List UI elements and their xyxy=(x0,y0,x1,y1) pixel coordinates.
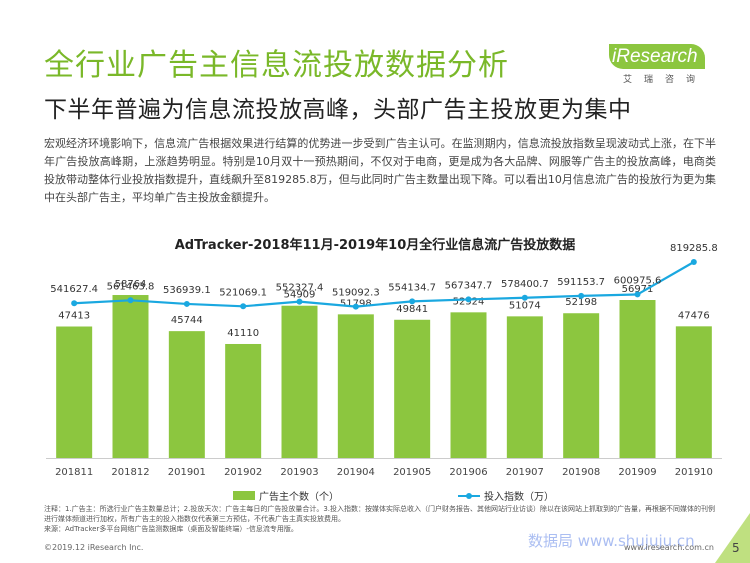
logo-text: iResearch xyxy=(612,46,698,67)
x-tick-201908: 201908 xyxy=(562,467,600,478)
line-label-201901: 536939.1 xyxy=(163,285,211,296)
bar-201909 xyxy=(619,300,656,458)
bar-201812 xyxy=(112,295,149,458)
bar-label-201903: 54909 xyxy=(284,290,316,301)
line-label-201904: 519092.3 xyxy=(332,288,380,299)
footer-copyright: ©2019.12 iResearch Inc. xyxy=(44,543,144,552)
bar-label-201910: 47476 xyxy=(678,310,710,321)
line-point-201903 xyxy=(296,298,303,305)
bar-201902 xyxy=(225,343,262,458)
line-label-201902: 521069.1 xyxy=(219,287,267,298)
chart-title: AdTracker-2018年11月-2019年10月全行业信息流广告投放数据 xyxy=(174,238,576,253)
legend-line-label: 投入指数（万） xyxy=(484,490,554,503)
watermark: 数据局 www.shujuju.cn xyxy=(528,532,695,550)
bar-201811 xyxy=(56,326,93,458)
line-point-201910 xyxy=(690,258,697,265)
bar-label-201907: 51074 xyxy=(509,300,541,311)
bar-201906 xyxy=(450,312,487,458)
line-label-201908: 591153.7 xyxy=(557,277,605,288)
bar-label-201901: 45744 xyxy=(171,315,203,326)
iresearch-logo: iResearch 艾瑞咨询 xyxy=(609,44,717,89)
x-tick-201811: 201811 xyxy=(55,467,93,478)
legend-line-marker xyxy=(466,493,472,499)
corner-decoration xyxy=(715,513,750,563)
page-title: 全行业广告主信息流投放数据分析 xyxy=(44,48,509,83)
line-label-201905: 554134.7 xyxy=(388,282,436,293)
line-point-201901 xyxy=(183,300,190,307)
x-tick-201909: 201909 xyxy=(618,467,656,478)
x-tick-201906: 201906 xyxy=(449,467,487,478)
bar-201904 xyxy=(337,314,374,458)
x-tick-201910: 201910 xyxy=(675,467,713,478)
line-point-201904 xyxy=(352,303,359,310)
line-point-201905 xyxy=(409,298,416,305)
bar-201901 xyxy=(168,331,205,458)
legend-bar-swatch xyxy=(233,491,255,500)
line-point-201811 xyxy=(71,300,78,307)
body-paragraph: 宏观经济环境影响下，信息流广告根据效果进行结算的优势进一步受到广告主认可。在监测… xyxy=(44,137,716,204)
index-line xyxy=(74,261,695,308)
bar-201903 xyxy=(281,305,318,458)
bar-201910 xyxy=(675,326,712,458)
page-subtitle: 下半年普遍为信息流投放高峰，头部广告主投放更为集中 xyxy=(44,97,632,123)
x-tick-201905: 201905 xyxy=(393,467,431,478)
bar-201907 xyxy=(506,316,543,458)
x-tick-201904: 201904 xyxy=(337,467,375,478)
line-label-201812: 561463.8 xyxy=(107,281,155,292)
x-tick-201902: 201902 xyxy=(224,467,262,478)
x-tick-201901: 201901 xyxy=(168,467,206,478)
bar-label-201812: 58764 xyxy=(115,279,147,290)
line-point-201909 xyxy=(634,291,641,298)
x-tick-201907: 201907 xyxy=(506,467,544,478)
x-tick-201812: 201812 xyxy=(111,467,149,478)
bar-label-201908: 52198 xyxy=(565,297,597,308)
line-label-201903: 552327.4 xyxy=(276,283,324,294)
bar-label-201811: 47413 xyxy=(58,311,90,322)
line-point-201812 xyxy=(127,297,134,304)
bar-label-201909: 56971 xyxy=(622,284,654,295)
line-label-201811: 541627.4 xyxy=(50,284,98,295)
logo-badge: iResearch xyxy=(609,44,705,69)
line-point-201908 xyxy=(578,292,585,299)
logo-subtext: 艾瑞咨询 xyxy=(623,75,708,85)
legend-bar-label: 广告主个数（个） xyxy=(259,490,339,503)
footer-url[interactable]: www.iresearch.com.cn xyxy=(624,543,714,552)
bar-201908 xyxy=(563,313,600,458)
line-point-201906 xyxy=(465,296,472,303)
bar-label-201905: 49841 xyxy=(396,304,428,315)
line-label-201909: 600975.6 xyxy=(614,275,662,286)
notes-line: 注释：1.广告主：所选行业广告主数量总计；2.投放天次：广告主每日的广告投放量合… xyxy=(44,505,716,523)
page-number: 5 xyxy=(732,541,740,555)
line-point-201902 xyxy=(240,303,247,310)
x-tick-201903: 201903 xyxy=(280,467,318,478)
line-label-201907: 578400.7 xyxy=(501,279,549,290)
source-line: 来源：AdTracker多平台网络广告监测数据库（桌面及智能终端）-信息流专用版… xyxy=(44,525,298,533)
bar-201905 xyxy=(394,319,431,458)
line-point-201907 xyxy=(521,294,528,301)
line-label-201910: 819285.8 xyxy=(670,243,718,254)
chart-notes: 注释：1.广告主：所选行业广告主数量总计；2.投放天次：广告主每日的广告投放量合… xyxy=(44,504,720,534)
line-label-201906: 567347.7 xyxy=(445,280,493,291)
bar-label-201902: 41110 xyxy=(227,328,259,339)
